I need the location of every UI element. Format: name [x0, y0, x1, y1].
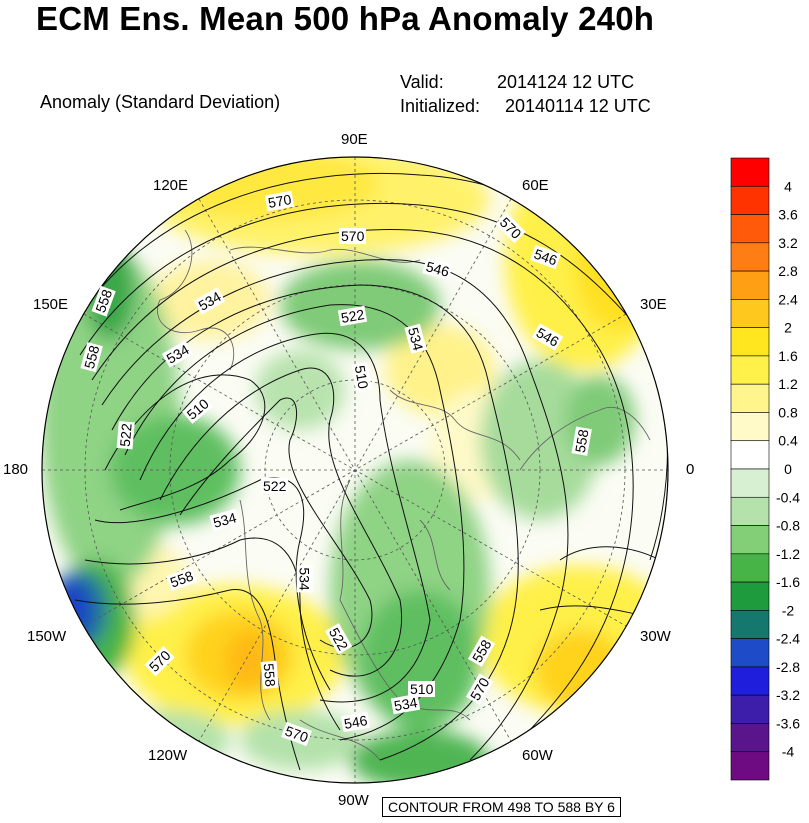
colorbar: 4 3.6 3.2 2.8 2.4 2 1.6 1.2 0.8 0.4 0 -0.4 -0.8 -1.2 -… [730, 157, 800, 781]
colorbar-swatch [730, 496, 770, 526]
colorbar-tick-label: -1.6 [776, 574, 800, 590]
colorbar-swatch [730, 270, 770, 300]
valid-date: 2014124 12 UTC [497, 72, 635, 92]
colorbar-swatch [730, 383, 770, 413]
colorbar-swatch [730, 553, 770, 583]
colorbar-tick-label: -3.2 [776, 687, 800, 703]
initialized-label: Initialized: [400, 96, 481, 116]
colorbar-swatch [730, 412, 770, 442]
contour-label: 570 [339, 228, 367, 244]
lon-label-0: 0 [686, 461, 695, 478]
colorbar-swatch [730, 581, 770, 611]
contour-label: 510 [408, 681, 436, 697]
colorbar-swatch [730, 525, 770, 555]
colorbar-swatch [730, 157, 770, 187]
colorbar-tick-label: 2.8 [778, 263, 798, 279]
colorbar-swatch [730, 440, 770, 470]
colorbar-swatch [730, 694, 770, 724]
anomaly-subtitle: Anomaly (Standard Deviation) [40, 92, 281, 112]
colorbar-tick-label: 2.4 [778, 291, 798, 307]
contour-label: 558 [260, 660, 279, 690]
colorbar-tick-label: -0.8 [776, 518, 800, 534]
colorbar-swatch [730, 610, 770, 639]
colorbar-swatch [730, 638, 770, 668]
lon-label-90w: 90W [338, 792, 369, 809]
colorbar-tick-label: -4 [782, 744, 795, 760]
contour-info-box: CONTOUR FROM 498 TO 588 BY 6 [382, 797, 621, 817]
coastlines [156, 229, 651, 761]
colorbar-swatch [730, 242, 770, 272]
colorbar-tick-label: 0 [784, 461, 792, 477]
colorbar-swatch [730, 468, 770, 498]
contour-label: 522 [116, 420, 135, 450]
lon-label-60w: 60W [522, 747, 553, 764]
contour-label: 534 [296, 565, 313, 593]
colorbar-tick-label: -1.2 [776, 546, 800, 562]
lon-label-150e: 150E [33, 296, 69, 313]
colorbar-swatch [730, 666, 770, 696]
lon-label-30w: 30W [640, 628, 671, 645]
map-border [41, 156, 669, 784]
lon-label-90e: 90E [341, 131, 368, 148]
lon-label-180: 180 [3, 461, 29, 478]
colorbar-tick-label: -0.4 [776, 489, 800, 505]
colorbar-swatch [730, 299, 770, 328]
colorbar-tick-label: -2 [782, 602, 795, 618]
colorbar-swatch [730, 355, 770, 385]
colorbar-tick-label: -2.8 [776, 659, 800, 675]
lon-label-150w: 150W [27, 628, 67, 645]
colorbar-tick-label: 1.6 [778, 348, 798, 364]
colorbar-tick-label: -2.4 [776, 631, 800, 647]
lon-label-120w: 120W [148, 747, 188, 764]
initialized-date: 20140114 12 UTC [505, 96, 651, 116]
colorbar-tick-label: 4 [784, 178, 792, 194]
valid-label: Valid: [400, 72, 444, 92]
colorbar-swatch [730, 751, 770, 781]
colorbar-tick-label: 0.8 [778, 404, 798, 420]
colorbar-tick-label: -3.6 [776, 715, 800, 731]
lon-label-60e: 60E [522, 177, 549, 194]
colorbar-swatch [730, 185, 770, 215]
lon-label-30e: 30E [640, 296, 667, 313]
colorbar-swatch [730, 214, 770, 244]
graticule [42, 157, 668, 783]
contour-label: 522 [261, 478, 289, 494]
colorbar-tick-label: 0.4 [778, 433, 798, 449]
page-title: ECM Ens. Mean 500 hPa Anomaly 240h [36, 0, 655, 37]
lon-label-120e: 120E [153, 177, 189, 194]
colorbar-tick-label: 3.2 [778, 235, 798, 251]
colorbar-swatch [730, 327, 770, 357]
colorbar-tick-label: 2 [784, 320, 792, 336]
colorbar-tick-label: 1.2 [778, 376, 798, 392]
colorbar-tick-label: 3.6 [778, 207, 798, 223]
colorbar-swatch [730, 723, 770, 753]
